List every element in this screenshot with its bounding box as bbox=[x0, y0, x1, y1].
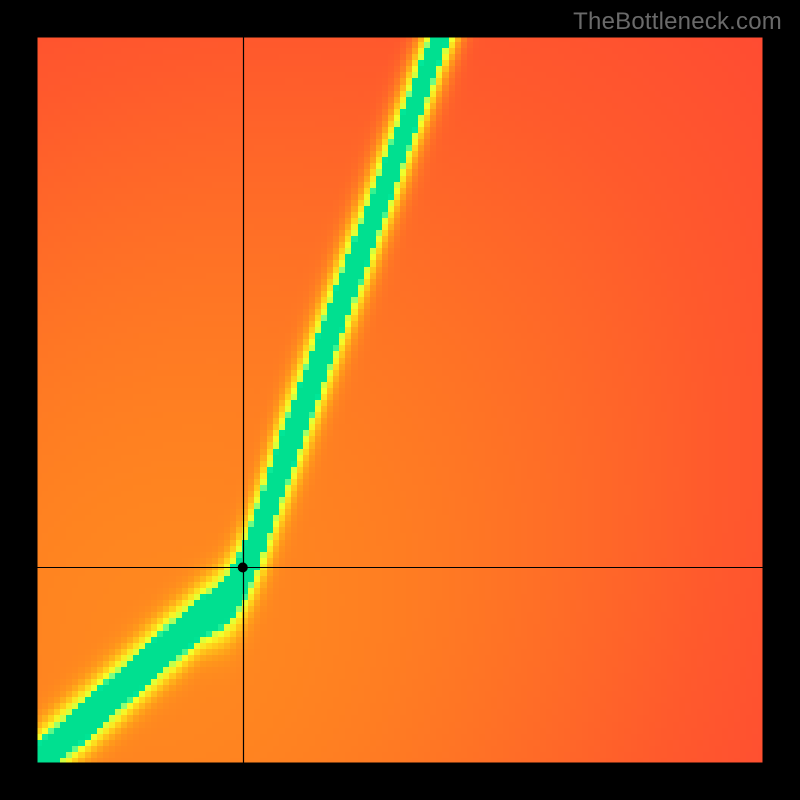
chart-container: { "watermark": { "text": "TheBottleneck.… bbox=[0, 0, 800, 800]
watermark-text: TheBottleneck.com bbox=[573, 8, 782, 36]
bottleneck-heatmap bbox=[0, 0, 800, 800]
